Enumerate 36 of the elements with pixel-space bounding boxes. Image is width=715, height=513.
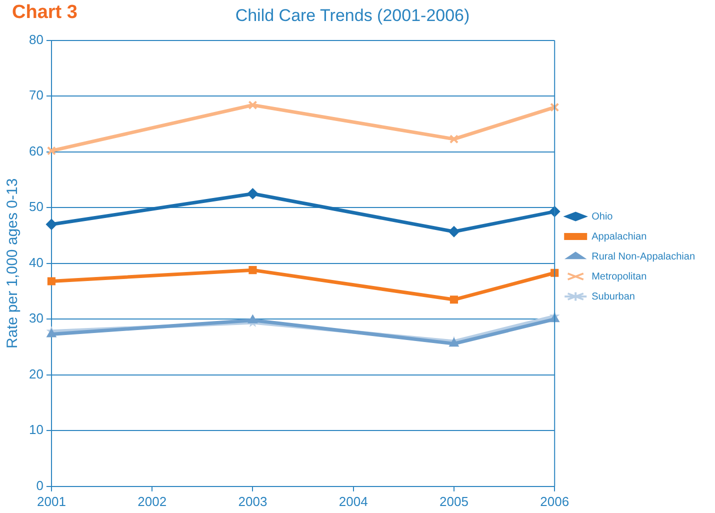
legend-label: Appalachian: [592, 231, 647, 242]
point: [448, 226, 460, 238]
y-tick-label: 20: [28, 366, 44, 382]
x-tick-label: 2002: [138, 494, 167, 509]
x-tick-label: 2004: [338, 494, 368, 509]
point: [46, 146, 56, 156]
y-tick-label: 0: [36, 478, 44, 493]
legend-label: Suburban: [592, 291, 635, 302]
legend-label: Ohio: [592, 211, 614, 222]
point: [449, 338, 459, 347]
x-tick-label: 2001: [37, 494, 66, 509]
point: [248, 314, 258, 324]
point: [550, 102, 560, 112]
y-tick-label: 80: [28, 32, 44, 47]
point: [47, 277, 56, 286]
point: [46, 218, 57, 230]
point: [248, 100, 258, 110]
legend-label: Rural Non-Appalachian: [592, 251, 696, 262]
point: [248, 266, 257, 274]
point: [46, 328, 56, 338]
point: [450, 296, 458, 304]
y-tick-label: 60: [28, 143, 44, 158]
y-axis-title: Rate per 1,000 ages 0-13: [4, 178, 22, 348]
legend-label: Metropolitan: [592, 271, 647, 282]
y-tick-label: 70: [28, 88, 44, 103]
caption: Chart 3: [12, 2, 78, 24]
x-tick-label: 2003: [238, 494, 268, 509]
x-tick-label: 2005: [440, 494, 468, 509]
x-tick-label: 2006: [540, 494, 570, 509]
y-tick-label: 10: [28, 422, 44, 438]
chart-title: Child Care Trends (2001-2006): [235, 6, 470, 25]
point: [247, 188, 258, 200]
point: [449, 134, 459, 144]
y-tick-label: 50: [28, 199, 44, 214]
y-tick-label: 40: [28, 254, 44, 270]
y-tick-label: 30: [28, 310, 44, 326]
